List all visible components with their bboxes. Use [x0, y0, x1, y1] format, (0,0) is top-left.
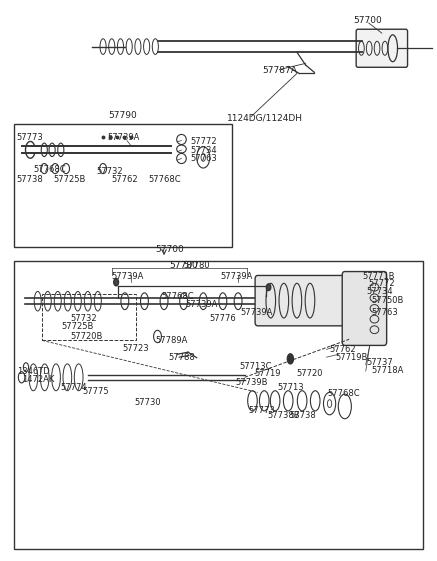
Text: 1472AK: 1472AK — [22, 375, 55, 384]
Text: 57763: 57763 — [371, 309, 398, 318]
Text: 57732: 57732 — [70, 314, 97, 323]
Text: 57730: 57730 — [135, 398, 162, 407]
Text: 57739A: 57739A — [108, 134, 140, 142]
Text: 57762: 57762 — [112, 175, 139, 184]
Text: 57738: 57738 — [289, 411, 316, 420]
Text: 57763: 57763 — [190, 154, 217, 163]
Text: 57720B: 57720B — [70, 332, 103, 341]
Text: 57773: 57773 — [16, 134, 43, 142]
Text: 57772: 57772 — [369, 279, 395, 288]
Text: 57787A: 57787A — [262, 66, 297, 75]
Text: 57719: 57719 — [254, 370, 281, 379]
Text: 57762: 57762 — [329, 345, 356, 354]
Text: 57700: 57700 — [155, 245, 184, 254]
Text: 57789A: 57789A — [155, 336, 188, 345]
Text: 57719B: 57719B — [335, 353, 368, 362]
Text: 57776: 57776 — [210, 314, 236, 323]
Text: 57775: 57775 — [83, 387, 109, 396]
Text: 57738B: 57738B — [267, 411, 300, 420]
Text: 57739A: 57739A — [112, 272, 144, 281]
Text: 57773: 57773 — [248, 406, 275, 415]
Text: 57768C: 57768C — [33, 165, 66, 174]
FancyBboxPatch shape — [356, 29, 408, 67]
Text: 57768C: 57768C — [327, 389, 360, 398]
Text: 57713: 57713 — [277, 384, 304, 393]
Text: 57720: 57720 — [296, 370, 323, 379]
Text: 57739A: 57739A — [240, 308, 273, 317]
FancyBboxPatch shape — [14, 124, 232, 247]
Ellipse shape — [114, 279, 118, 286]
Text: 57738: 57738 — [16, 175, 43, 184]
Text: 57771B: 57771B — [362, 272, 395, 281]
Text: 57790: 57790 — [108, 111, 137, 120]
Text: 57713C: 57713C — [239, 362, 272, 371]
Text: 1124DG/1124DH: 1124DG/1124DH — [227, 114, 303, 123]
Text: 57734: 57734 — [367, 287, 393, 296]
Text: 57739B: 57739B — [235, 378, 267, 387]
Text: 57700: 57700 — [354, 16, 382, 25]
Ellipse shape — [287, 354, 293, 364]
Text: 57768C: 57768C — [162, 292, 194, 301]
FancyBboxPatch shape — [255, 275, 354, 326]
Text: 57780: 57780 — [169, 261, 198, 270]
Text: 57725B: 57725B — [62, 322, 94, 331]
FancyBboxPatch shape — [342, 272, 387, 346]
FancyBboxPatch shape — [14, 261, 423, 549]
Text: 57725B: 57725B — [53, 175, 85, 184]
Text: 57788: 57788 — [168, 353, 195, 362]
Text: 57750B: 57750B — [371, 296, 403, 305]
Text: 57768C: 57768C — [149, 175, 181, 184]
Text: 57739A: 57739A — [221, 272, 253, 281]
Text: 57732: 57732 — [97, 167, 123, 176]
Text: 57774: 57774 — [61, 384, 87, 393]
Text: 57737: 57737 — [367, 358, 393, 367]
Text: 57718A: 57718A — [371, 366, 403, 375]
Text: 57739A: 57739A — [186, 300, 218, 309]
Text: 57780: 57780 — [184, 261, 210, 270]
Text: 1346TD: 1346TD — [17, 367, 50, 376]
Text: 57772: 57772 — [190, 137, 217, 146]
Text: 57723: 57723 — [123, 344, 149, 353]
Text: 57734: 57734 — [190, 146, 217, 155]
Ellipse shape — [267, 284, 271, 291]
